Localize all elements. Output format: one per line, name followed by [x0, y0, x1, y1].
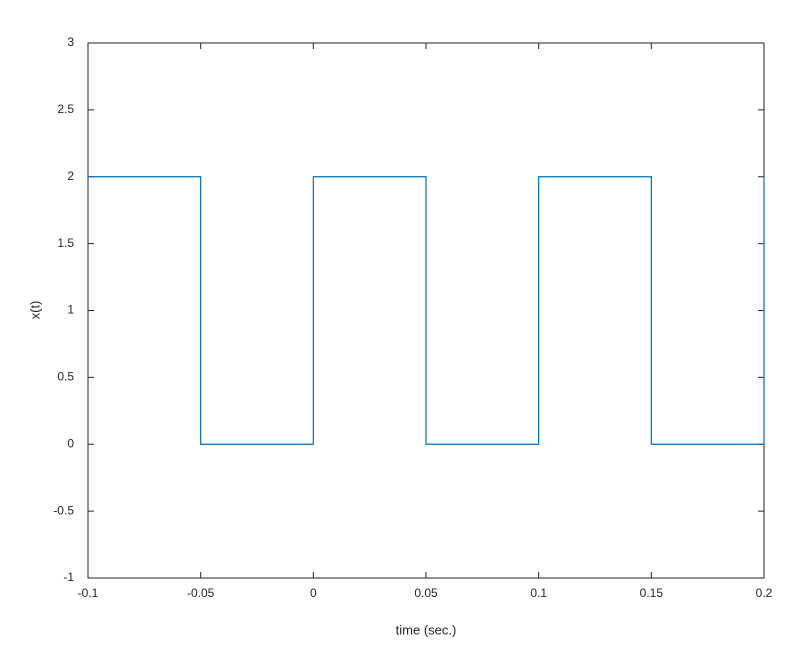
x-tick-label: -0.1: [78, 586, 99, 600]
data-line: [88, 176, 765, 445]
y-tick-label: -1: [63, 570, 74, 584]
y-tick-label: -0.5: [53, 503, 74, 517]
y-tick-label: 2.5: [57, 102, 74, 116]
y-tick-label: 1.5: [57, 236, 74, 250]
x-tick-label: 0.15: [640, 586, 664, 600]
y-tick-label: 3: [67, 35, 74, 49]
y-axis-title: x(t): [27, 301, 42, 320]
x-tick-label: 0.05: [414, 586, 438, 600]
y-tick-label: 0.5: [57, 370, 74, 384]
y-tick-label: 2: [67, 169, 74, 183]
x-tick-label: 0: [310, 586, 317, 600]
x-axis-title: time (sec.): [396, 622, 457, 637]
y-tick-label: 1: [67, 303, 74, 317]
x-tick-label: 0.2: [756, 586, 773, 600]
x-tick-label: -0.05: [187, 586, 215, 600]
x-tick-label: 0.1: [530, 586, 547, 600]
y-tick-label: 0: [67, 436, 74, 450]
